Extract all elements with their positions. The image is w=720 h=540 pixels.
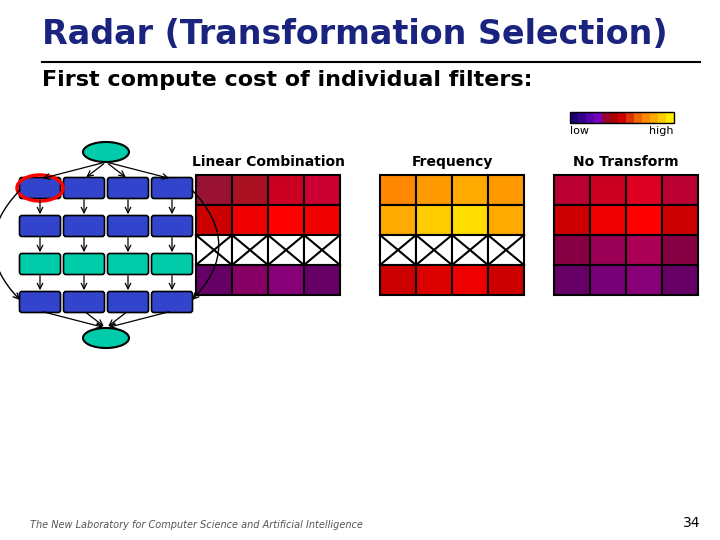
FancyBboxPatch shape: [19, 292, 60, 313]
FancyBboxPatch shape: [63, 253, 104, 274]
Bar: [626, 235, 662, 265]
FancyBboxPatch shape: [151, 215, 192, 237]
Bar: [452, 205, 488, 235]
Bar: [590, 205, 626, 235]
Text: First compute cost of individual filters:: First compute cost of individual filters…: [42, 70, 533, 90]
Text: The New Laboratory for Computer Science and Artificial Intelligence: The New Laboratory for Computer Science …: [30, 520, 363, 530]
Bar: [304, 175, 340, 205]
Bar: [416, 235, 452, 265]
Bar: [196, 175, 232, 205]
Bar: [590, 175, 626, 205]
Bar: [570, 112, 578, 123]
Bar: [626, 112, 634, 123]
Bar: [416, 205, 452, 235]
Bar: [416, 265, 452, 295]
Ellipse shape: [83, 142, 129, 162]
Bar: [416, 175, 452, 205]
Bar: [488, 265, 524, 295]
FancyBboxPatch shape: [107, 292, 148, 313]
FancyBboxPatch shape: [63, 215, 104, 237]
Bar: [642, 112, 650, 123]
Bar: [196, 235, 232, 265]
Bar: [554, 235, 590, 265]
Bar: [662, 235, 698, 265]
Text: Radar (Transformation Selection): Radar (Transformation Selection): [42, 18, 667, 51]
Bar: [304, 235, 340, 265]
FancyBboxPatch shape: [107, 253, 148, 274]
Bar: [610, 112, 618, 123]
Bar: [602, 112, 610, 123]
Bar: [380, 265, 416, 295]
Bar: [488, 175, 524, 205]
Bar: [626, 205, 662, 235]
FancyBboxPatch shape: [19, 178, 60, 199]
Bar: [380, 205, 416, 235]
Bar: [452, 265, 488, 295]
Text: high: high: [649, 126, 674, 136]
Bar: [488, 235, 524, 265]
Bar: [196, 205, 232, 235]
Bar: [232, 235, 268, 265]
Text: low: low: [570, 126, 589, 136]
Bar: [626, 265, 662, 295]
Bar: [662, 205, 698, 235]
Bar: [268, 235, 304, 265]
Bar: [662, 265, 698, 295]
Text: Linear Combination: Linear Combination: [192, 155, 344, 169]
Bar: [634, 112, 642, 123]
Bar: [650, 112, 658, 123]
Text: No Transform: No Transform: [573, 155, 679, 169]
Bar: [196, 265, 232, 295]
Bar: [232, 175, 268, 205]
FancyBboxPatch shape: [19, 215, 60, 237]
FancyBboxPatch shape: [151, 178, 192, 199]
Bar: [304, 205, 340, 235]
Bar: [488, 205, 524, 235]
Bar: [570, 112, 674, 123]
Bar: [268, 205, 304, 235]
Bar: [268, 175, 304, 205]
Bar: [590, 265, 626, 295]
Bar: [578, 112, 586, 123]
Bar: [380, 175, 416, 205]
Bar: [554, 205, 590, 235]
Bar: [590, 235, 626, 265]
Bar: [554, 265, 590, 295]
Bar: [232, 265, 268, 295]
FancyBboxPatch shape: [107, 215, 148, 237]
Text: Frequency: Frequency: [411, 155, 492, 169]
FancyBboxPatch shape: [151, 292, 192, 313]
FancyBboxPatch shape: [63, 292, 104, 313]
Text: 34: 34: [683, 516, 700, 530]
Bar: [626, 175, 662, 205]
Bar: [662, 175, 698, 205]
Bar: [594, 112, 602, 123]
Bar: [618, 112, 626, 123]
Bar: [452, 175, 488, 205]
FancyBboxPatch shape: [151, 253, 192, 274]
Bar: [586, 112, 594, 123]
FancyBboxPatch shape: [107, 178, 148, 199]
Bar: [232, 205, 268, 235]
Bar: [658, 112, 666, 123]
Bar: [380, 235, 416, 265]
Bar: [268, 265, 304, 295]
Ellipse shape: [83, 328, 129, 348]
Bar: [304, 265, 340, 295]
Bar: [554, 175, 590, 205]
FancyBboxPatch shape: [63, 178, 104, 199]
Bar: [666, 112, 674, 123]
FancyBboxPatch shape: [19, 253, 60, 274]
Bar: [452, 235, 488, 265]
